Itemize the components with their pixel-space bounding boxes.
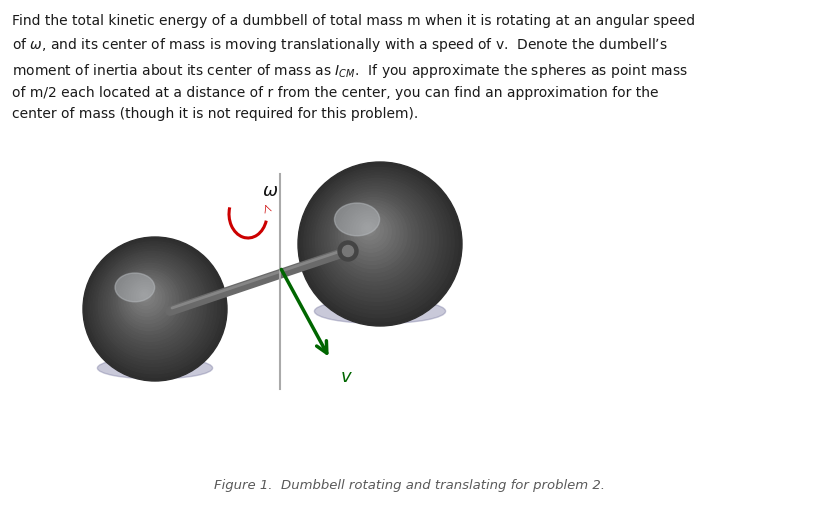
Text: $\omega$: $\omega$ (262, 182, 278, 200)
Ellipse shape (364, 225, 372, 232)
Ellipse shape (310, 174, 446, 310)
Ellipse shape (101, 254, 203, 356)
Ellipse shape (336, 198, 411, 273)
Ellipse shape (93, 247, 213, 367)
Ellipse shape (359, 220, 379, 240)
Ellipse shape (342, 204, 403, 265)
Ellipse shape (137, 288, 155, 306)
Ellipse shape (304, 168, 455, 318)
Ellipse shape (327, 190, 423, 286)
Ellipse shape (114, 266, 186, 338)
Ellipse shape (106, 259, 196, 349)
Ellipse shape (139, 290, 151, 302)
Ellipse shape (103, 257, 199, 353)
Ellipse shape (330, 193, 419, 281)
Ellipse shape (97, 357, 213, 379)
Ellipse shape (339, 201, 407, 269)
Text: Find the total kinetic energy of a dumbbell of total mass m when it is rotating : Find the total kinetic energy of a dumbb… (12, 14, 695, 121)
Ellipse shape (353, 214, 387, 248)
Ellipse shape (324, 187, 427, 290)
Ellipse shape (351, 212, 391, 252)
Ellipse shape (83, 238, 227, 381)
Ellipse shape (88, 242, 220, 374)
Ellipse shape (347, 209, 396, 257)
Ellipse shape (298, 163, 462, 326)
Text: $v$: $v$ (340, 367, 353, 385)
Ellipse shape (115, 273, 155, 302)
Text: Figure 1.  Dumbbell rotating and translating for problem 2.: Figure 1. Dumbbell rotating and translat… (214, 478, 605, 491)
Ellipse shape (314, 299, 446, 324)
Ellipse shape (124, 276, 172, 324)
Ellipse shape (116, 269, 182, 334)
Ellipse shape (342, 246, 354, 257)
Ellipse shape (119, 271, 179, 331)
Ellipse shape (338, 242, 358, 262)
Ellipse shape (142, 293, 147, 299)
Ellipse shape (321, 184, 431, 294)
Ellipse shape (108, 262, 192, 345)
Ellipse shape (356, 217, 383, 244)
Ellipse shape (126, 278, 169, 320)
Ellipse shape (96, 249, 210, 363)
Ellipse shape (313, 176, 442, 306)
Ellipse shape (301, 165, 458, 322)
Ellipse shape (129, 280, 165, 317)
Ellipse shape (334, 204, 379, 236)
Ellipse shape (134, 286, 158, 309)
Ellipse shape (85, 240, 224, 378)
Ellipse shape (306, 171, 450, 314)
Ellipse shape (132, 283, 161, 313)
Ellipse shape (111, 264, 189, 342)
Ellipse shape (91, 245, 217, 371)
Ellipse shape (333, 195, 415, 277)
Ellipse shape (345, 206, 399, 261)
Ellipse shape (121, 273, 175, 327)
Ellipse shape (315, 179, 438, 302)
Ellipse shape (98, 252, 206, 360)
Ellipse shape (362, 223, 376, 236)
Ellipse shape (319, 182, 435, 298)
